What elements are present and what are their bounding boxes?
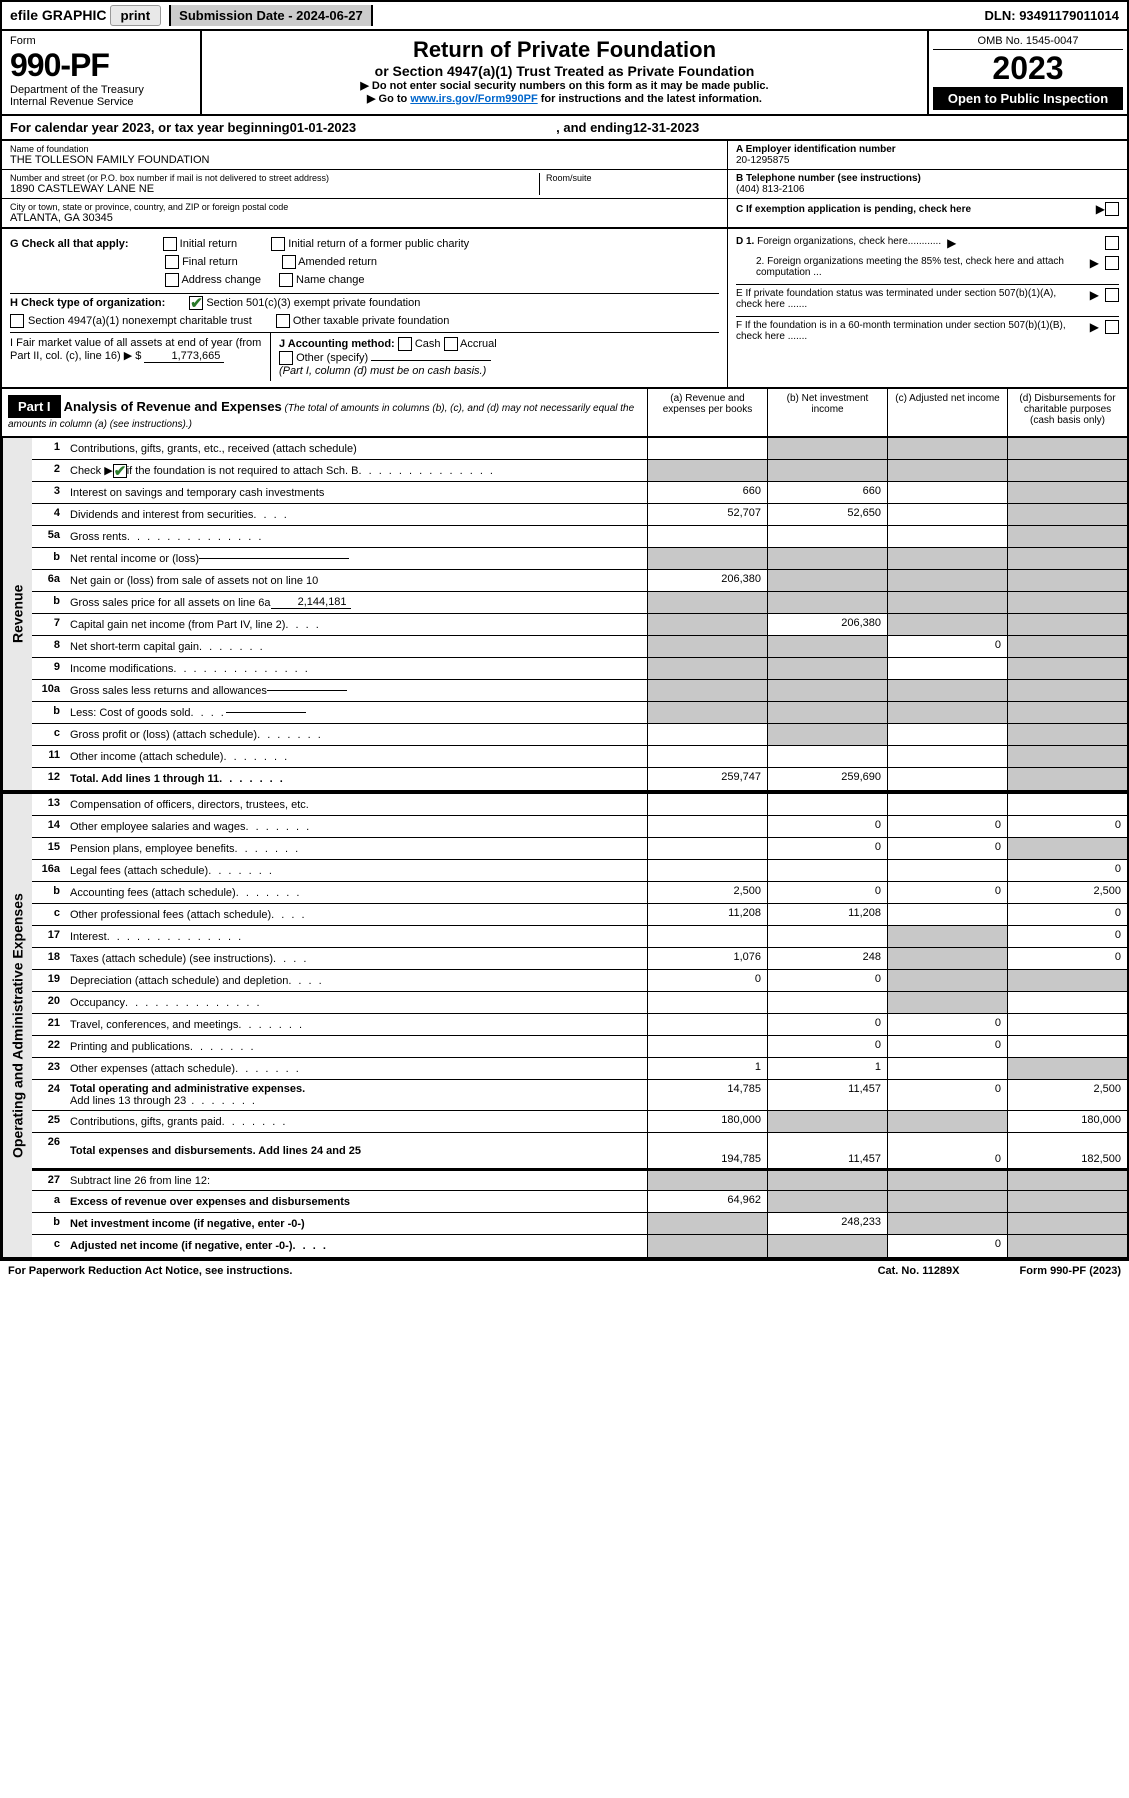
footer-left: For Paperwork Reduction Act Notice, see …	[8, 1265, 292, 1277]
accrual-cb[interactable]	[444, 337, 458, 351]
f-cb[interactable]	[1105, 320, 1119, 334]
initial-return-cb[interactable]	[163, 237, 177, 251]
part1-label: Part I	[8, 395, 61, 418]
4947-cb[interactable]	[10, 314, 24, 328]
501c3-cb[interactable]	[189, 296, 203, 310]
dept-1: Department of the Treasury	[10, 84, 192, 96]
phone-value: (404) 813-2106	[736, 184, 1119, 195]
cash-cb[interactable]	[398, 337, 412, 351]
form-number: 990-PF	[10, 47, 192, 84]
footer-form: Form 990-PF (2023)	[1020, 1265, 1121, 1277]
identification-section: Name of foundation THE TOLLESON FAMILY F…	[0, 141, 1129, 229]
year-end: 12-31-2023	[633, 120, 700, 135]
schb-cb[interactable]	[113, 464, 127, 478]
c-checkbox[interactable]	[1105, 202, 1119, 216]
c-label: C If exemption application is pending, c…	[736, 204, 971, 215]
expenses-table: Operating and Administrative Expenses 13…	[0, 792, 1129, 1259]
footer-cat: Cat. No. 11289X	[878, 1265, 960, 1277]
fmv-value: 1,773,665	[144, 350, 224, 363]
open-public: Open to Public Inspection	[933, 87, 1123, 110]
d2-cb[interactable]	[1105, 256, 1119, 270]
revenue-table: Revenue 1Contributions, gifts, grants, e…	[0, 438, 1129, 792]
addr-label: Number and street (or P.O. box number if…	[10, 173, 539, 183]
ein-value: 20-1295875	[736, 155, 1119, 166]
j-note: (Part I, column (d) must be on cash basi…	[279, 365, 711, 377]
phone-label: B Telephone number (see instructions)	[736, 173, 1119, 184]
d1-cb[interactable]	[1105, 236, 1119, 250]
ein-label: A Employer identification number	[736, 144, 1119, 155]
col-a-hdr: (a) Revenue and expenses per books	[647, 389, 767, 436]
form-subtitle: or Section 4947(a)(1) Trust Treated as P…	[208, 63, 921, 79]
warn-2: ▶ Go to www.irs.gov/Form990PF for instru…	[208, 92, 921, 105]
e-cb[interactable]	[1105, 288, 1119, 302]
check-section: G Check all that apply: Initial return I…	[0, 229, 1129, 389]
expenses-side-label: Operating and Administrative Expenses	[2, 794, 32, 1257]
revenue-side-label: Revenue	[2, 438, 32, 790]
calendar-year-row: For calendar year 2023, or tax year begi…	[0, 116, 1129, 141]
dln: DLN: 93491179011014	[977, 5, 1127, 26]
city-state-zip: ATLANTA, GA 30345	[10, 212, 719, 224]
form-label: Form	[10, 35, 192, 47]
name-change-cb[interactable]	[279, 273, 293, 287]
page-footer: For Paperwork Reduction Act Notice, see …	[0, 1259, 1129, 1281]
other-taxable-cb[interactable]	[276, 314, 290, 328]
city-label: City or town, state or province, country…	[10, 202, 719, 212]
form-title: Return of Private Foundation	[208, 37, 921, 63]
g-row: G Check all that apply: Initial return I…	[10, 235, 719, 253]
efile-label: efile GRAPHIC	[10, 7, 106, 23]
instructions-link[interactable]: www.irs.gov/Form990PF	[410, 93, 537, 105]
col-b-hdr: (b) Net investment income	[767, 389, 887, 436]
amended-cb[interactable]	[282, 255, 296, 269]
tax-year: 2023	[933, 50, 1123, 87]
room-label: Room/suite	[546, 173, 719, 183]
address-change-cb[interactable]	[165, 273, 179, 287]
print-button[interactable]: print	[110, 5, 162, 26]
foundation-name: THE TOLLESON FAMILY FOUNDATION	[10, 154, 719, 166]
part1-header: Part I Analysis of Revenue and Expenses …	[0, 389, 1129, 438]
street-address: 1890 CASTLEWAY LANE NE	[10, 183, 539, 195]
top-bar: efile GRAPHIC print Submission Date - 20…	[0, 0, 1129, 31]
other-method-cb[interactable]	[279, 351, 293, 365]
omb-number: OMB No. 1545-0047	[933, 35, 1123, 50]
col-c-hdr: (c) Adjusted net income	[887, 389, 1007, 436]
col-d-hdr: (d) Disbursements for charitable purpose…	[1007, 389, 1127, 436]
submission-date: Submission Date - 2024-06-27	[169, 5, 373, 26]
name-label: Name of foundation	[10, 144, 719, 154]
dept-2: Internal Revenue Service	[10, 96, 192, 108]
final-return-cb[interactable]	[165, 255, 179, 269]
initial-former-cb[interactable]	[271, 237, 285, 251]
warn-1: ▶ Do not enter social security numbers o…	[208, 79, 921, 92]
form-header: Form 990-PF Department of the Treasury I…	[0, 31, 1129, 116]
arrow-icon: ▶	[1096, 202, 1105, 216]
year-begin: 01-01-2023	[290, 120, 357, 135]
